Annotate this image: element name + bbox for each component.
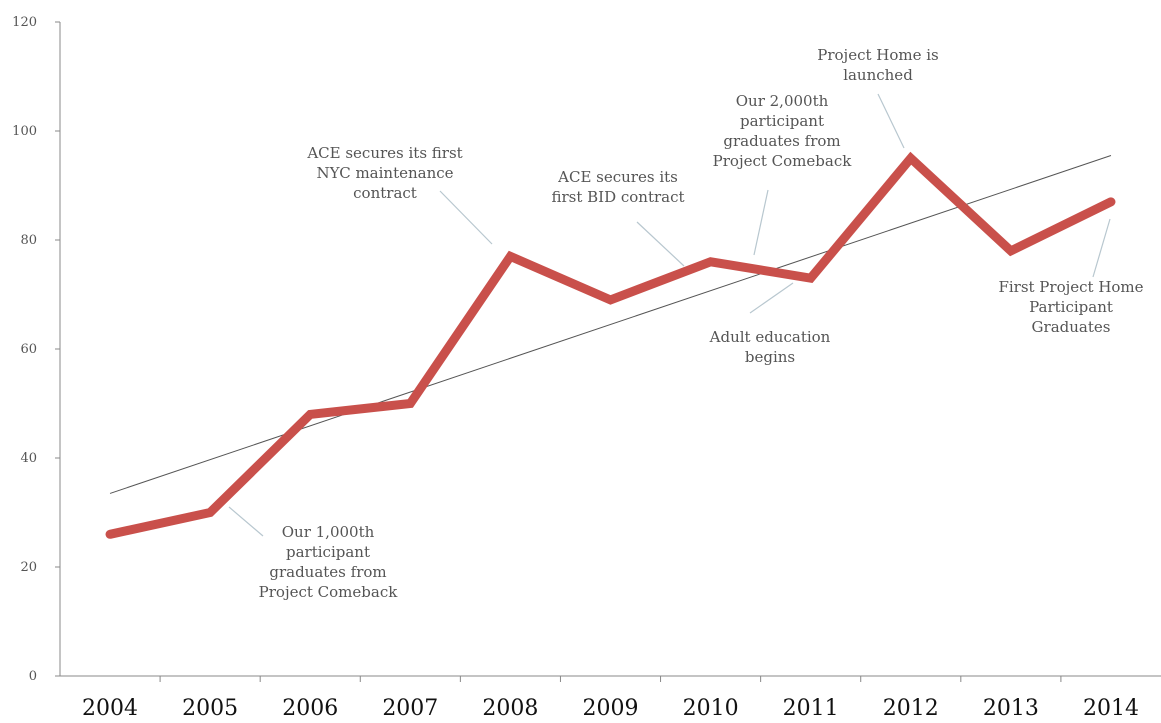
x-tick-label: 2011 [783,696,839,721]
annotation-line: NYC maintenance [316,164,453,182]
annotation: ACE secures its first NYC maintenance cont… [306,144,462,202]
annotation-line: Adult education [709,328,831,346]
annotation-line: first BID contract [551,188,684,206]
x-tick-label: 2006 [282,696,338,721]
annotation-line: launched [843,66,913,84]
annotation-leader [750,283,793,313]
annotation-line: graduates from [269,563,386,581]
x-tick-label: 2008 [482,696,538,721]
x-tick-label: 2005 [182,696,238,721]
annotation: Adult education begins [709,328,831,366]
x-tick-label: 2012 [883,696,939,721]
y-tick-label: 100 [12,124,37,139]
annotation-line: graduates from [723,132,840,150]
y-tick-label: 20 [20,560,37,575]
annotation-line: Our 1,000th [282,523,375,541]
x-tick-label: 2013 [983,696,1039,721]
series-lines [110,158,1111,534]
annotation-line: Participant [1029,298,1113,316]
y-tick-label: 0 [29,669,37,684]
annotation-leader [229,507,263,536]
y-axis-ticks: 0 20 40 60 80 100 120 [12,15,60,684]
x-axis-ticks: 2004 2005 2006 2007 2008 2009 2010 2011 2012 2013… [82,676,1139,721]
y-tick-label: 60 [20,342,37,357]
annotation-line: Project Home is [817,46,939,64]
annotation-leader [1093,219,1110,277]
annotation: First Project Home Participant Graduates [998,278,1143,336]
annotation-leader [878,94,904,148]
annotation-line: Our 2,000th [736,92,829,110]
annotation: Our 2,000th participant graduates from Proj… [713,92,853,170]
annotations: Our 1,000th participant graduates from Proj… [259,46,1144,601]
y-tick-label: 40 [20,451,37,466]
annotation-leader [754,190,768,255]
annotation-line: First Project Home [998,278,1143,296]
x-tick-label: 2007 [382,696,438,721]
annotation-line: participant [740,112,824,130]
annotation-line: Graduates [1032,318,1111,336]
x-tick-label: 2004 [82,696,138,721]
series-line [110,158,1111,534]
annotation-leader [637,222,684,266]
x-tick-label: 2009 [583,696,639,721]
annotation-line: Project Comeback [713,152,853,170]
annotation-line: participant [286,543,370,561]
y-tick-label: 80 [20,233,37,248]
annotation-line: contract [353,184,417,202]
annotation: Our 1,000th participant graduates from Proj… [259,523,399,601]
annotation-line: ACE secures its [557,168,678,186]
x-tick-label: 2010 [683,696,739,721]
annotation-line: begins [745,348,795,366]
annotation-line: ACE secures its first [306,144,462,162]
annotation: Project Home is launched [817,46,939,84]
annotation-leader [440,191,492,244]
x-tick-label: 2014 [1083,696,1139,721]
y-tick-label: 120 [12,15,37,30]
annotation: ACE secures its first BID contract [551,168,684,206]
annotation-line: Project Comeback [259,583,399,601]
